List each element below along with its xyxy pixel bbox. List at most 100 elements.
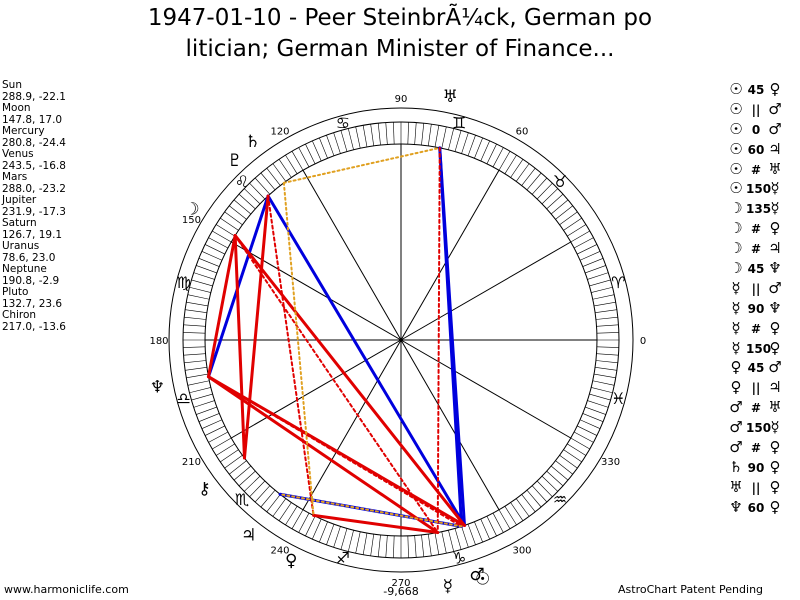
planet-values: 78.6, 23.0 xyxy=(2,251,56,264)
footer-patent-note: AstroChart Patent Pending xyxy=(618,583,764,596)
degree-tick xyxy=(596,332,619,334)
degree-tick xyxy=(567,224,587,237)
degree-tick xyxy=(185,309,207,314)
aspect-symbol: 45 xyxy=(747,262,765,277)
degree-tick xyxy=(550,199,569,215)
aspect-planet-a: ☉ xyxy=(729,139,743,158)
degree-tick xyxy=(427,124,432,146)
degree-tick xyxy=(198,258,220,267)
degree-tick xyxy=(224,211,243,226)
aspect-line xyxy=(282,181,315,517)
aspect-symbol: || xyxy=(751,102,761,117)
degree-tick xyxy=(448,128,455,150)
sign-scorpio-icon: ♏︎ xyxy=(235,490,249,509)
aspect-planet-a: ♀ xyxy=(730,378,742,397)
degree-tick xyxy=(370,534,375,556)
planet-values: 190.8, -2.9 xyxy=(2,274,60,287)
sign-spoke xyxy=(302,339,402,510)
planet-values: 217.0, -13.6 xyxy=(2,320,66,333)
degree-tick xyxy=(474,521,483,543)
aspect-line xyxy=(234,234,439,534)
sign-capricorn-icon: ♑︎ xyxy=(452,548,466,567)
degree-tick xyxy=(596,346,619,348)
aspect-planet-b: ♂ xyxy=(768,358,782,377)
aspect-symbol: 60 xyxy=(747,500,765,515)
degree-tick xyxy=(550,465,569,481)
sign-sagittarius-icon: ♐︎ xyxy=(336,548,350,567)
aspect-planet-a: ♂ xyxy=(729,418,743,437)
degree-tick xyxy=(596,324,619,327)
aspect-symbol: # xyxy=(750,162,762,177)
aspect-planet-a: ♆ xyxy=(729,497,743,516)
degree-tick xyxy=(193,400,215,408)
degree-tick xyxy=(521,494,536,512)
degree-tick xyxy=(186,373,209,379)
degree-tick xyxy=(577,425,598,436)
degree-tick xyxy=(546,193,564,210)
degree-tick xyxy=(370,124,375,146)
degree-label: 150 xyxy=(182,215,201,226)
planet-name: Neptune xyxy=(2,263,47,275)
mars-icon: ♂︎ xyxy=(469,565,484,585)
degree-tick xyxy=(461,526,469,548)
neptune-icon: ♆︎ xyxy=(150,377,165,397)
title-line-1: 1947-01-10 - Peer SteinbrÃ¼ck, German po xyxy=(147,5,653,31)
degree-tick xyxy=(377,534,381,557)
degree-tick xyxy=(362,532,368,555)
degree-tick xyxy=(355,126,361,149)
footer-website[interactable]: www.harmoniclife.com xyxy=(4,583,129,596)
degree-tick xyxy=(191,393,213,401)
aspect-row: ☽ 135☿ xyxy=(726,199,784,219)
degree-tick xyxy=(595,360,618,364)
degree-tick xyxy=(563,217,582,231)
aspect-symbol: # xyxy=(750,222,762,237)
degree-tick xyxy=(510,502,524,521)
aspect-line xyxy=(233,234,466,527)
degree-tick xyxy=(278,159,292,178)
degree-tick xyxy=(434,125,440,148)
sign-pisces-icon: ♓︎ xyxy=(611,389,625,408)
aspect-planet-a: ♂ xyxy=(729,398,743,417)
planet-values: 231.9, -17.3 xyxy=(2,205,66,218)
degree-tick xyxy=(377,123,381,146)
aspect-planet-b: ♆ xyxy=(768,259,782,278)
degree-tick xyxy=(184,360,207,364)
aspect-row: ☽ # ♃ xyxy=(726,239,784,259)
aspect-line xyxy=(279,493,463,528)
degree-tick xyxy=(233,465,252,481)
degree-tick xyxy=(454,130,462,152)
degree-tick xyxy=(305,143,316,164)
aspect-planet-b: ♀ xyxy=(769,457,781,476)
degree-tick xyxy=(510,159,524,178)
degree-label: 270 xyxy=(391,578,410,589)
aspect-symbol: 90 xyxy=(747,460,765,475)
degree-tick xyxy=(407,122,409,145)
pluto-icon: ♇︎ xyxy=(227,151,242,171)
sign-aries-icon: ♈︎ xyxy=(611,273,625,292)
aspect-planet-a: ☉ xyxy=(729,80,743,98)
chiron-icon: ⚷︎ xyxy=(198,479,210,499)
aspect-row: ♆ 60 ♀ xyxy=(726,498,784,518)
degree-tick xyxy=(486,516,497,537)
aspect-line xyxy=(207,375,463,528)
aspect-row: ☿ # ♀ xyxy=(726,319,784,339)
degree-tick xyxy=(531,485,548,503)
degree-tick xyxy=(526,489,542,508)
degree-tick xyxy=(224,454,243,469)
aspect-symbol: 45 xyxy=(747,83,765,97)
degree-tick xyxy=(427,534,432,556)
degree-label: 240 xyxy=(270,546,289,557)
degree-tick xyxy=(504,154,517,174)
degree-tick xyxy=(585,265,606,274)
degree-tick xyxy=(260,172,276,191)
degree-tick xyxy=(454,528,462,550)
aspect-symbol: 150 xyxy=(746,182,772,197)
aspect-planet-a: ☽ xyxy=(729,199,743,218)
degree-tick xyxy=(592,380,615,386)
degree-tick xyxy=(312,140,322,162)
degree-tick xyxy=(467,135,476,156)
degree-tick xyxy=(570,230,590,243)
aspect-symbol: # xyxy=(750,321,762,336)
